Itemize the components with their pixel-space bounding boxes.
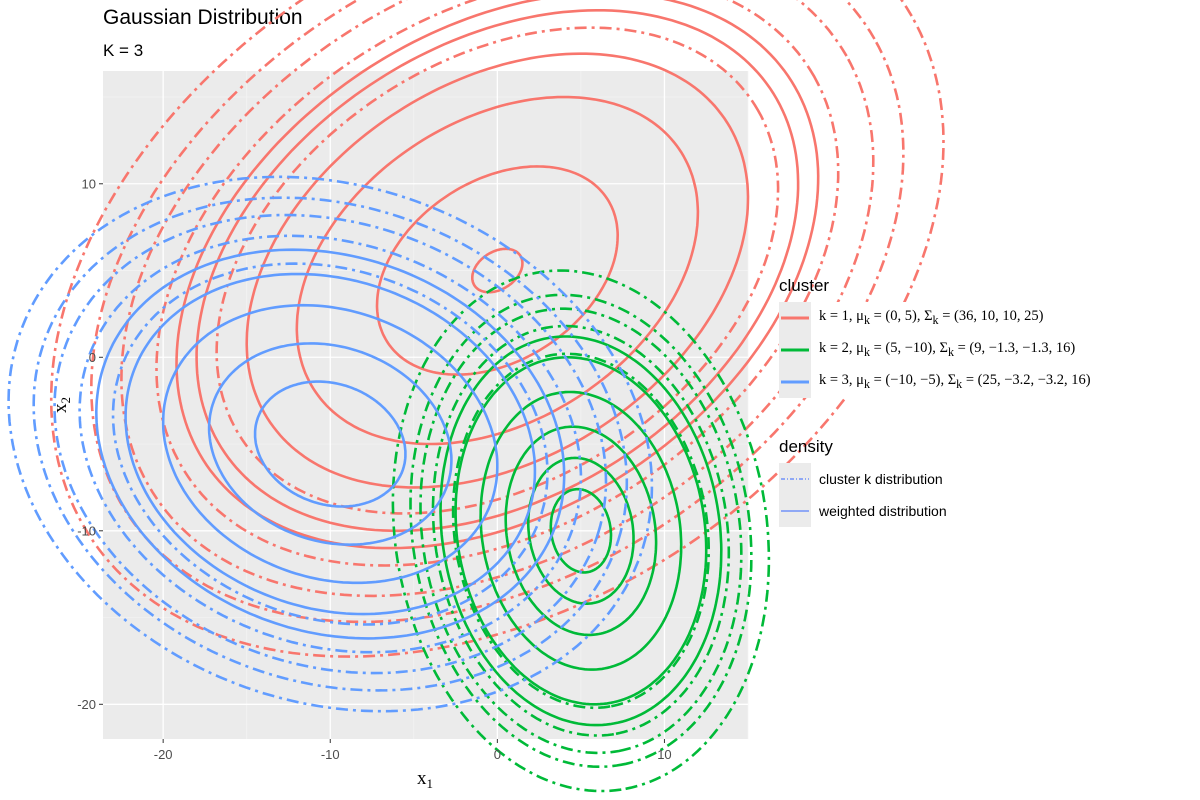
y-axis-title: x2 xyxy=(50,397,73,413)
contour-cluster-k2 xyxy=(409,293,753,768)
contour-cluster-k1 xyxy=(155,0,840,567)
y-tick-label: 10 xyxy=(82,176,96,191)
x-axis-title: x1 xyxy=(417,768,433,791)
legend-label-k3-e: = (25, −3.2, −3.2, 16) xyxy=(962,372,1091,389)
contour-weighted-k2 xyxy=(504,425,658,637)
x-axis-title-var: x xyxy=(417,768,427,789)
legend-label-k2-a: k = 2, μ xyxy=(819,340,864,357)
chart-subtitle: K = 3 xyxy=(103,41,144,60)
plot-panel xyxy=(103,71,748,739)
contour-weighted-k3 xyxy=(207,342,453,547)
legend-entry-k3: k = 3, μk = (−10, −5), Σk = (25, −3.2, −… xyxy=(779,366,1091,398)
y-tick-label: -20 xyxy=(77,697,96,712)
legend-label-k2-e: = (9, −1.3, −1.3, 16) xyxy=(954,340,1076,357)
y-axis-title-var: x xyxy=(50,403,71,413)
contour-cluster-k2 xyxy=(391,269,771,793)
legend-gap xyxy=(779,403,1189,437)
contour-weighted-k3 xyxy=(124,272,537,616)
x-tick-label: 0 xyxy=(494,747,501,762)
contour-cluster-k2 xyxy=(419,307,743,755)
legend-entry-k1: k = 1, μk = (0, 5), Σk = (36, 10, 10, 25… xyxy=(779,302,1091,334)
legend-entry-weighted-distribution: weighted distribution xyxy=(779,495,947,527)
contour-cluster-k3 xyxy=(53,213,608,675)
legend-title-cluster: cluster xyxy=(779,276,830,295)
legend-cluster-entries: k = 1, μk = (0, 5), Σk = (36, 10, 10, 25… xyxy=(779,302,1091,398)
legend-label-k1-d: k xyxy=(932,312,939,327)
contour-weighted-k1 xyxy=(195,9,800,533)
axis-ticks: -20 -10 0 10 10 0 -10 -20 xyxy=(77,176,671,762)
x-tick-label: 10 xyxy=(657,747,671,762)
y-tick-label: 0 xyxy=(89,350,96,365)
contour-weighted-k3 xyxy=(94,248,566,640)
grid-minor xyxy=(103,71,749,739)
legend-label-k2-b: k xyxy=(863,344,870,359)
legend-label-k3: k = 3, μk = (−10, −5), Σk = (25, −3.2, −… xyxy=(819,372,1091,392)
legend-label-k2-c: = (5, −10), Σ xyxy=(870,340,948,357)
contours-k2 xyxy=(391,269,771,793)
legend-key-k3 xyxy=(779,366,811,398)
x-axis-title-sub: 1 xyxy=(427,776,434,791)
legend-label-k2-d: k xyxy=(947,344,954,359)
legend-key-cluster-distribution xyxy=(779,463,811,495)
legend-title-density: density xyxy=(779,437,833,456)
contour-weighted-k2 xyxy=(439,335,723,727)
legend-label-k1: k = 1, μk = (0, 5), Σk = (36, 10, 10, 25… xyxy=(819,308,1043,328)
legend: cluster k = 1, μk = (0, 5), Σk = (36, 10… xyxy=(779,276,1189,532)
contour-cluster-k1 xyxy=(215,26,780,515)
contour-weighted-k2 xyxy=(527,456,635,605)
chart-title: Gaussian Distribution xyxy=(103,6,303,29)
legend-label-k3-c: = (−10, −5), Σ xyxy=(870,372,957,389)
legend-entry-k2: k = 2, μk = (5, −10), Σk = (9, −1.3, −1.… xyxy=(779,334,1091,366)
legend-key-k1 xyxy=(779,302,811,334)
y-axis-title-sub: 2 xyxy=(58,397,73,404)
x-tick-label: -10 xyxy=(321,747,340,762)
contour-weighted-k3 xyxy=(161,303,499,585)
y-tick-label: -10 xyxy=(77,523,96,538)
legend-label-k1-e: = (36, 10, 10, 25) xyxy=(938,308,1044,325)
contour-cluster-k2 xyxy=(451,352,710,710)
contour-cluster-k3 xyxy=(32,196,629,692)
legend-key-k2 xyxy=(779,334,811,366)
contour-weighted-k3 xyxy=(253,380,407,508)
legend-label-weighted-distribution: weighted distribution xyxy=(819,503,947,519)
contour-weighted-k1 xyxy=(295,95,700,446)
legend-label-cluster-distribution: cluster k distribution xyxy=(819,471,943,487)
legend-label-k3-b: k xyxy=(863,376,870,391)
contour-cluster-k3 xyxy=(7,175,654,713)
contour-weighted-k1 xyxy=(175,0,820,550)
legend-label-k3-a: k = 3, μ xyxy=(819,372,864,389)
legend-label-k3-d: k xyxy=(956,376,963,391)
legend-key-weighted-distribution xyxy=(779,495,811,527)
contour-weighted-k2 xyxy=(479,390,683,671)
legend-label-k1-a: k = 1, μ xyxy=(819,308,864,325)
contour-weighted-k1 xyxy=(375,165,620,376)
contour-weighted-k2 xyxy=(454,356,708,706)
legend-label-k1-b: k xyxy=(863,312,870,327)
legend-density-entries: cluster k distribution weighted distribu… xyxy=(779,463,947,527)
legend-entry-cluster-distribution: cluster k distribution xyxy=(779,463,947,495)
legend-label-k1-c: = (0, 5), Σ xyxy=(870,308,933,325)
legend-label-k2: k = 2, μk = (5, −10), Σk = (9, −1.3, −1.… xyxy=(819,340,1075,360)
contour-cluster-k3 xyxy=(111,262,549,626)
contours-k3 xyxy=(7,175,654,713)
x-tick-label: -20 xyxy=(154,747,173,762)
contour-cluster-k3 xyxy=(78,234,583,654)
